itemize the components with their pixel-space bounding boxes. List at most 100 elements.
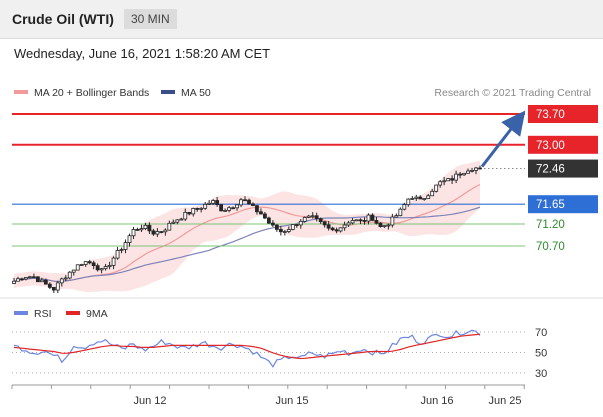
timestamp: Wednesday, June 16, 2021 1:58:20 AM CET [14,46,271,61]
candle-body [115,250,120,259]
candle [390,213,395,228]
candle [239,197,243,208]
forecast-arrow [480,110,526,168]
candle [342,221,347,231]
ma50-legend-label: MA 50 [181,87,211,99]
candle [274,224,279,232]
candle [171,219,176,224]
rsi-tick-label: 30 [535,368,547,380]
moving-averages [13,183,481,283]
candle-body [231,207,235,210]
candle-body [211,200,216,204]
candle [159,231,164,234]
candle-body [147,224,152,232]
rsi-tick-label: 70 [535,327,547,339]
rsi-tick-label: 50 [535,348,547,360]
candle [187,211,192,216]
candle [43,278,48,285]
chart-header: Crude Oil (WTI) 30 MIN [0,0,603,39]
instrument-title: Crude Oil (WTI) [12,11,114,27]
candle-body [43,279,48,285]
candle-body [402,204,407,210]
candle [259,208,263,215]
candle-body [143,224,148,229]
candle-body [123,242,128,250]
candle-body [251,203,255,206]
candle [462,172,466,176]
ma50-legend-swatch [161,90,175,94]
candle-body [59,278,64,284]
candle-body [71,269,76,273]
timeframe-badge[interactable]: 30 MIN [124,9,177,29]
candle [330,226,335,232]
candle-body [99,268,104,271]
candle-body [438,181,443,186]
candle [39,277,44,283]
candle [203,201,208,210]
candle [107,261,112,270]
candle [350,218,355,225]
support-label: 70.70 [536,241,565,253]
candle [211,199,216,205]
candle-body [267,217,271,224]
candle [20,277,24,281]
candle [434,184,439,193]
candle-body [406,198,411,206]
candle-body [290,224,295,230]
candle-body [67,271,72,279]
rsi-ma-legend-swatch [66,311,80,315]
candle [310,212,315,219]
candle [290,224,295,231]
candle [270,220,275,227]
candle [99,268,104,274]
candle-body [430,190,435,197]
candle [354,219,359,222]
candle [119,247,124,254]
research-credit: Research © 2021 Trading Central [434,87,591,99]
candle-body [330,227,335,231]
candle [111,256,116,270]
candle [286,226,291,234]
candle-body [183,211,188,220]
candle-body [418,196,423,200]
candle [155,228,160,237]
candle-body [426,195,431,199]
candle [83,261,88,267]
candle [12,277,16,285]
candle-body [171,221,176,224]
candle [438,180,443,188]
candle [59,277,64,287]
candle-body [151,230,156,235]
candle [418,195,423,200]
candle [422,198,427,201]
candle [454,170,459,184]
candle [378,222,383,228]
candle [167,220,172,231]
candle-body [51,286,56,291]
candle [135,227,140,231]
candle [63,275,68,282]
candle [394,213,399,218]
candle [143,222,148,231]
ma20-legend-swatch [14,90,28,94]
candle-body [318,218,323,223]
candle [247,198,251,205]
candle-body [12,280,16,284]
candle-body [398,208,403,217]
candle [179,217,184,221]
resistance-label: 73.00 [536,140,565,152]
candle [322,221,327,228]
candle-body [35,276,40,283]
candle [235,204,239,211]
candle-body [83,261,88,265]
candle-body [370,214,375,221]
candle-body [470,169,474,172]
candle-body [255,205,259,213]
candle-body [167,222,172,231]
ma50-line [13,206,481,283]
candle-body [298,220,303,226]
candle-body [474,167,478,171]
candle [227,206,231,213]
candle [195,207,200,212]
candle [414,194,419,201]
